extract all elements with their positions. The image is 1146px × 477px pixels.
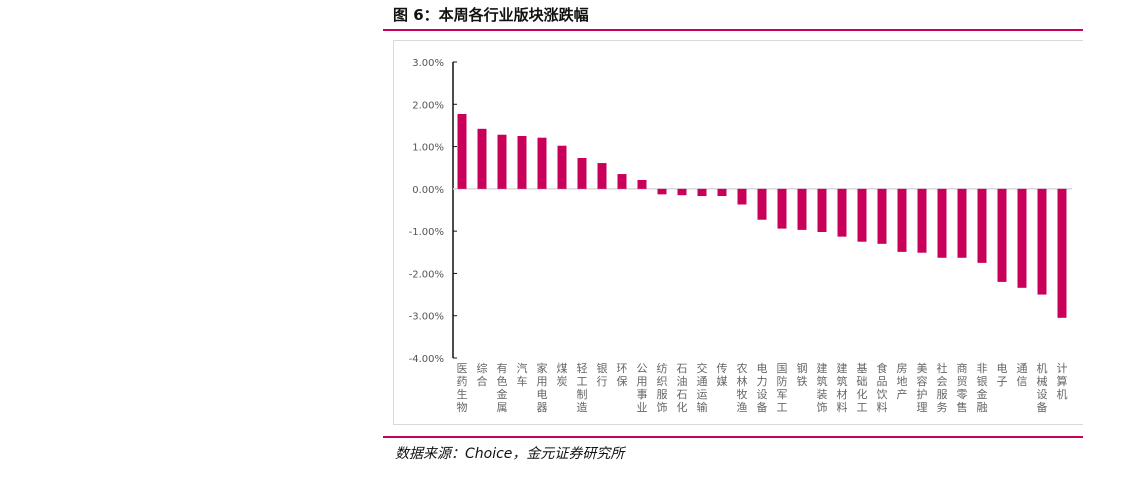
source-divider — [383, 436, 1083, 438]
bar-农林牧渔 — [737, 188, 747, 205]
x-tick-label: 电力设备 — [757, 362, 768, 414]
bar-交通运输 — [697, 188, 707, 197]
title-divider — [383, 29, 1083, 31]
bar-非银金融 — [977, 188, 987, 263]
x-tick-label: 公用事业 — [637, 362, 648, 414]
bar-建筑装饰 — [817, 188, 827, 232]
bar-银行 — [597, 163, 607, 189]
bar-美容护理 — [917, 188, 927, 253]
bar-基础化工 — [857, 188, 867, 242]
bar-商贸零售 — [957, 188, 967, 258]
x-tick-label: 石油石化 — [677, 362, 688, 414]
x-tick-label: 医药生物 — [457, 362, 468, 414]
bar-机械设备 — [1037, 188, 1047, 295]
y-tick-label: -2.00% — [409, 269, 444, 280]
x-tick-label: 通信 — [1017, 362, 1028, 388]
bar-食品饮料 — [877, 188, 887, 244]
bar-通信 — [1017, 188, 1027, 288]
bar-纺织服饰 — [657, 188, 667, 195]
x-tick-label: 钢铁 — [797, 362, 808, 388]
bar-煤炭 — [557, 145, 567, 189]
x-tick-label: 机械设备 — [1037, 361, 1048, 414]
bar-电力设备 — [757, 188, 767, 220]
x-tick-label: 汽车 — [517, 361, 528, 388]
source-note: 数据来源：Choice，金元证券研究所 — [395, 446, 625, 462]
x-tick-label: 房地产 — [897, 362, 908, 401]
bar-汽车 — [517, 136, 527, 189]
bar-环保 — [617, 174, 627, 189]
bar-电子 — [997, 188, 1007, 282]
x-tick-label: 轻工制造 — [577, 361, 588, 414]
bar-社会服务 — [937, 188, 947, 258]
y-tick-label: 2.00% — [412, 100, 444, 111]
x-tick-label: 建筑装饰 — [817, 361, 828, 414]
bar-建筑材料 — [837, 188, 847, 237]
x-tick-label: 有色金属 — [497, 361, 508, 414]
bar-传媒 — [717, 188, 727, 197]
x-tick-label: 计算机 — [1057, 362, 1068, 401]
bar-国防军工 — [777, 188, 787, 229]
bar-钢铁 — [797, 188, 807, 230]
x-tick-label: 煤炭 — [557, 362, 568, 388]
x-tick-label: 国防军工 — [777, 362, 788, 414]
x-tick-label: 基础化工 — [857, 362, 868, 414]
bar-有色金属 — [497, 134, 507, 189]
figure-title: 图 6：本周各行业版块涨跌幅 — [393, 6, 589, 24]
x-tick-label: 家用电器 — [537, 361, 548, 414]
bar-家用电器 — [537, 137, 547, 189]
x-tick-label: 电子 — [997, 362, 1008, 388]
y-tick-label: 1.00% — [412, 143, 444, 154]
bar-计算机 — [1057, 188, 1067, 318]
y-tick-label: -3.00% — [409, 312, 444, 323]
x-tick-label: 银行 — [597, 361, 608, 388]
y-tick-label: 0.00% — [412, 185, 444, 196]
bar-综合 — [477, 128, 487, 189]
x-tick-label: 传媒 — [717, 362, 728, 388]
bar-公用事业 — [637, 179, 647, 189]
x-tick-label: 食品饮料 — [877, 361, 888, 414]
x-tick-label: 纺织服饰 — [657, 361, 668, 414]
x-tick-label: 交通运输 — [697, 361, 708, 414]
bar-房地产 — [897, 188, 907, 252]
x-tick-label: 社会服务 — [937, 361, 948, 414]
x-tick-label: 环保 — [617, 362, 628, 388]
y-tick-label: 3.00% — [412, 58, 444, 69]
x-tick-label: 非银金融 — [977, 362, 988, 414]
y-tick-label: -1.00% — [409, 227, 444, 238]
bar-轻工制造 — [577, 157, 587, 189]
x-tick-label: 商贸零售 — [957, 361, 968, 414]
y-tick-label: -4.00% — [409, 354, 444, 365]
x-tick-label: 综合 — [477, 361, 488, 388]
bar-医药生物 — [457, 114, 467, 189]
x-tick-label: 农林牧渔 — [737, 361, 748, 414]
bar-石油石化 — [677, 188, 687, 196]
chart-frame — [393, 40, 1083, 425]
x-tick-label: 建筑材料 — [837, 361, 848, 414]
x-tick-label: 美容护理 — [917, 362, 928, 414]
